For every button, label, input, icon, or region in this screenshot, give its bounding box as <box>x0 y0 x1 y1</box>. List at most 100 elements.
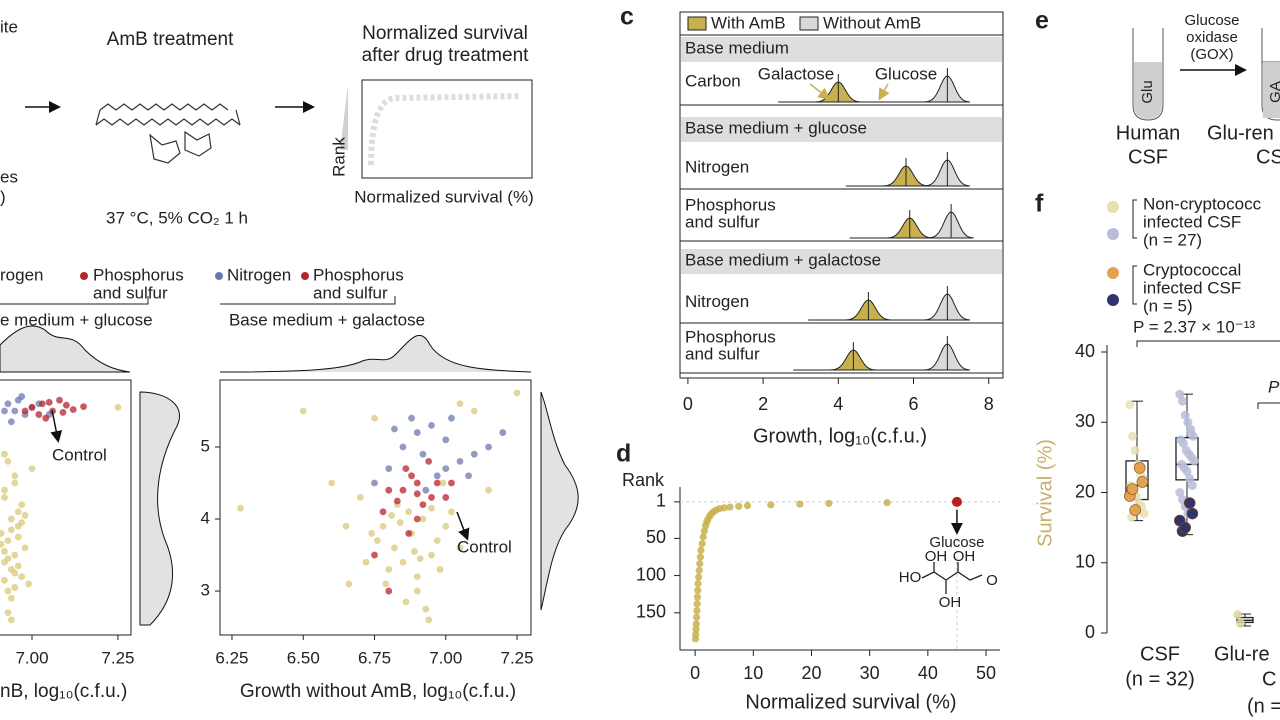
point <box>11 479 19 487</box>
y-tick-label: 100 <box>636 564 666 584</box>
tube-fill <box>1263 62 1280 118</box>
x-tick-label: 30 <box>860 663 880 683</box>
point <box>413 587 421 595</box>
point <box>428 504 435 512</box>
x-tick-label: Glu-re <box>1214 643 1270 665</box>
group-label: e medium + glucose <box>0 310 153 329</box>
row-label: Phosphorus <box>685 195 776 214</box>
point <box>11 584 19 591</box>
significance-bracket <box>1136 340 1280 347</box>
structure <box>921 562 983 594</box>
point <box>4 457 12 465</box>
point <box>385 486 393 494</box>
y-tick-label: 10 <box>1075 552 1095 572</box>
point <box>470 450 478 458</box>
point <box>21 407 29 415</box>
mini-curve <box>368 93 521 166</box>
legend-label: With AmB <box>711 13 786 32</box>
readout-y: Rank <box>329 137 348 177</box>
point <box>1 494 8 501</box>
point <box>385 566 393 573</box>
point <box>328 479 336 487</box>
point <box>726 503 734 511</box>
point <box>699 533 707 541</box>
point <box>825 499 833 507</box>
sample: CSF <box>1128 146 1168 168</box>
point <box>433 537 441 545</box>
x-tick-label: 7.00 <box>15 648 48 667</box>
point <box>18 519 26 527</box>
point <box>18 393 26 400</box>
x-tick-label: 20 <box>801 663 821 683</box>
point <box>56 396 63 404</box>
legend-swatch <box>1107 294 1119 306</box>
point <box>11 569 19 577</box>
wedge <box>340 85 348 150</box>
legend-label: (n = 5) <box>1143 296 1193 315</box>
point <box>456 457 464 465</box>
point <box>442 494 450 501</box>
point <box>388 512 396 519</box>
point <box>693 600 701 608</box>
point <box>696 553 704 561</box>
point <box>422 605 430 613</box>
y-tick-label: 3 <box>201 581 210 600</box>
point <box>4 555 12 563</box>
point <box>1179 521 1191 534</box>
fragment: ) <box>0 187 6 206</box>
x-tick-label: 8 <box>984 394 994 414</box>
point <box>413 429 421 436</box>
point <box>499 429 507 436</box>
point <box>69 406 77 413</box>
point <box>237 504 244 512</box>
x-tick-label: C <box>1262 668 1276 690</box>
legend-swatch <box>1107 201 1119 213</box>
point <box>419 515 427 523</box>
point <box>422 486 430 494</box>
point <box>694 580 702 588</box>
point <box>419 450 427 458</box>
point <box>402 598 410 606</box>
plot-frame <box>0 379 132 636</box>
point <box>1186 507 1199 520</box>
reagent: Glucose <box>1184 12 1239 29</box>
point <box>14 562 22 570</box>
molecule <box>95 103 241 164</box>
legend-swatch <box>80 272 88 280</box>
point <box>767 501 775 509</box>
legend-swatch <box>1107 228 1119 240</box>
point <box>391 544 398 552</box>
point <box>416 555 424 563</box>
point <box>1139 509 1149 519</box>
point <box>413 490 421 498</box>
point <box>1 450 8 458</box>
x-axis-label: Normalized survival (%) <box>745 691 956 713</box>
point <box>18 501 26 509</box>
annotation: P = 2.37 × 10⁻¹³ <box>1133 317 1255 336</box>
tube <box>1132 28 1164 121</box>
sample: Human <box>1116 122 1180 144</box>
point <box>28 465 36 473</box>
group-title: Base medium + glucose <box>685 118 867 137</box>
point <box>408 414 415 422</box>
point <box>428 494 435 501</box>
reagent: (GOX) <box>1190 46 1233 63</box>
readout-title: Normalized survival <box>362 23 528 44</box>
point <box>1189 456 1199 466</box>
legend-label: Phosphorus <box>313 265 404 284</box>
legend-label: rogen <box>0 265 43 284</box>
y-axis-label: Survival (%) <box>1034 439 1056 547</box>
legend-swatch <box>799 16 819 31</box>
point <box>368 530 376 537</box>
point <box>1129 504 1141 516</box>
point <box>299 407 307 415</box>
point <box>428 551 435 559</box>
y-tick-label: 20 <box>1075 481 1095 501</box>
point <box>402 465 410 473</box>
legend-swatch <box>1107 267 1119 279</box>
x-tick-label: 7.00 <box>429 648 462 667</box>
annotation-arrow <box>878 83 890 101</box>
annotation-arrow <box>809 83 831 100</box>
panel-label: e <box>1035 7 1049 35</box>
